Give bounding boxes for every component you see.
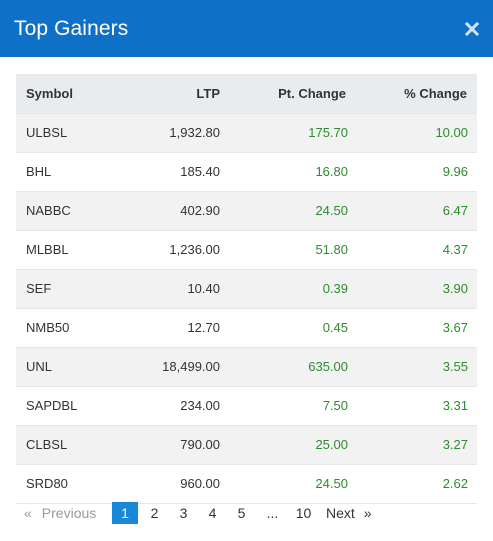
cell-pt-change: 175.70: [220, 113, 350, 153]
table-row[interactable]: SRD80 960.00 24.50 2.62: [16, 464, 477, 504]
next-page-button[interactable]: Next »: [318, 502, 372, 524]
cell-pt-change: 0.45: [220, 308, 350, 348]
double-chevron-left-icon: «: [24, 505, 32, 521]
page-4-button[interactable]: 4: [208, 505, 217, 521]
cell-pct-change: 6.47: [350, 191, 477, 231]
next-label: Next: [326, 505, 355, 521]
page-10-button[interactable]: 10: [295, 505, 312, 521]
cell-pt-change: 16.80: [220, 152, 350, 192]
cell-symbol: SEF: [16, 269, 136, 309]
table-row[interactable]: UNL 18,499.00 635.00 3.55: [16, 347, 477, 387]
cell-pt-change: 25.00: [220, 425, 350, 465]
cell-ltp: 790.00: [136, 425, 220, 465]
cell-symbol: SRD80: [16, 464, 136, 504]
column-header-pct-change[interactable]: % Change: [350, 74, 477, 114]
close-icon[interactable]: [461, 18, 483, 40]
previous-page-button[interactable]: « Previous: [16, 502, 112, 524]
cell-pct-change: 3.27: [350, 425, 477, 465]
cell-pct-change: 3.31: [350, 386, 477, 426]
cell-pct-change: 4.37: [350, 230, 477, 270]
cell-ltp: 18,499.00: [136, 347, 220, 387]
cell-symbol: MLBBL: [16, 230, 136, 270]
table-row[interactable]: BHL 185.40 16.80 9.96: [16, 152, 477, 192]
table-row[interactable]: SAPDBL 234.00 7.50 3.31: [16, 386, 477, 426]
table-row[interactable]: MLBBL 1,236.00 51.80 4.37: [16, 230, 477, 270]
page-2-button[interactable]: 2: [150, 505, 159, 521]
table-row[interactable]: CLBSL 790.00 25.00 3.27: [16, 425, 477, 465]
cell-pct-change: 3.90: [350, 269, 477, 309]
table-row[interactable]: NMB50 12.70 0.45 3.67: [16, 308, 477, 348]
pagination: « Previous 1 2 3 4 5 ... 10 Next »: [16, 502, 372, 524]
cell-symbol: NABBC: [16, 191, 136, 231]
column-header-symbol[interactable]: Symbol: [16, 74, 136, 114]
cell-pt-change: 51.80: [220, 230, 350, 270]
cell-pt-change: 24.50: [220, 464, 350, 504]
table-row[interactable]: SEF 10.40 0.39 3.90: [16, 269, 477, 309]
modal-title: Top Gainers: [14, 16, 129, 40]
cell-ltp: 1,236.00: [136, 230, 220, 270]
column-header-pt-change[interactable]: Pt. Change: [220, 74, 350, 114]
cell-ltp: 185.40: [136, 152, 220, 192]
cell-pct-change: 3.67: [350, 308, 477, 348]
cell-pct-change: 10.00: [350, 113, 477, 153]
cell-symbol: SAPDBL: [16, 386, 136, 426]
table-header-row: Symbol LTP Pt. Change % Change: [16, 74, 477, 114]
column-header-ltp[interactable]: LTP: [136, 74, 220, 114]
table-body: ULBSL 1,932.80 175.70 10.00 BHL 185.40 16.80 9.…: [16, 113, 477, 504]
table-row[interactable]: NABBC 402.90 24.50 6.47: [16, 191, 477, 231]
cell-pt-change: 7.50: [220, 386, 350, 426]
cell-ltp: 12.70: [136, 308, 220, 348]
cell-symbol: CLBSL: [16, 425, 136, 465]
page-5-button[interactable]: 5: [237, 505, 246, 521]
cell-symbol: BHL: [16, 152, 136, 192]
cell-pct-change: 2.62: [350, 464, 477, 504]
cell-pt-change: 24.50: [220, 191, 350, 231]
page-1-button[interactable]: 1: [112, 502, 138, 524]
modal-header: Top Gainers: [0, 0, 493, 57]
table-row[interactable]: ULBSL 1,932.80 175.70 10.00: [16, 113, 477, 153]
previous-label: Previous: [41, 505, 97, 521]
cell-ltp: 234.00: [136, 386, 220, 426]
cell-ltp: 402.90: [136, 191, 220, 231]
top-gainers-table-container: Symbol LTP Pt. Change % Change ULBSL 1,93…: [16, 74, 477, 504]
cell-ltp: 10.40: [136, 269, 220, 309]
cell-symbol: ULBSL: [16, 113, 136, 153]
cell-pt-change: 0.39: [220, 269, 350, 309]
cell-pt-change: 635.00: [220, 347, 350, 387]
cell-ltp: 960.00: [136, 464, 220, 504]
cell-symbol: UNL: [16, 347, 136, 387]
cell-pct-change: 3.55: [350, 347, 477, 387]
cell-symbol: NMB50: [16, 308, 136, 348]
double-chevron-right-icon: »: [363, 505, 372, 521]
cell-pct-change: 9.96: [350, 152, 477, 192]
pagination-ellipsis: ...: [266, 505, 279, 521]
top-gainers-table: Symbol LTP Pt. Change % Change ULBSL 1,93…: [16, 74, 477, 504]
cell-ltp: 1,932.80: [136, 113, 220, 153]
page-3-button[interactable]: 3: [179, 505, 188, 521]
